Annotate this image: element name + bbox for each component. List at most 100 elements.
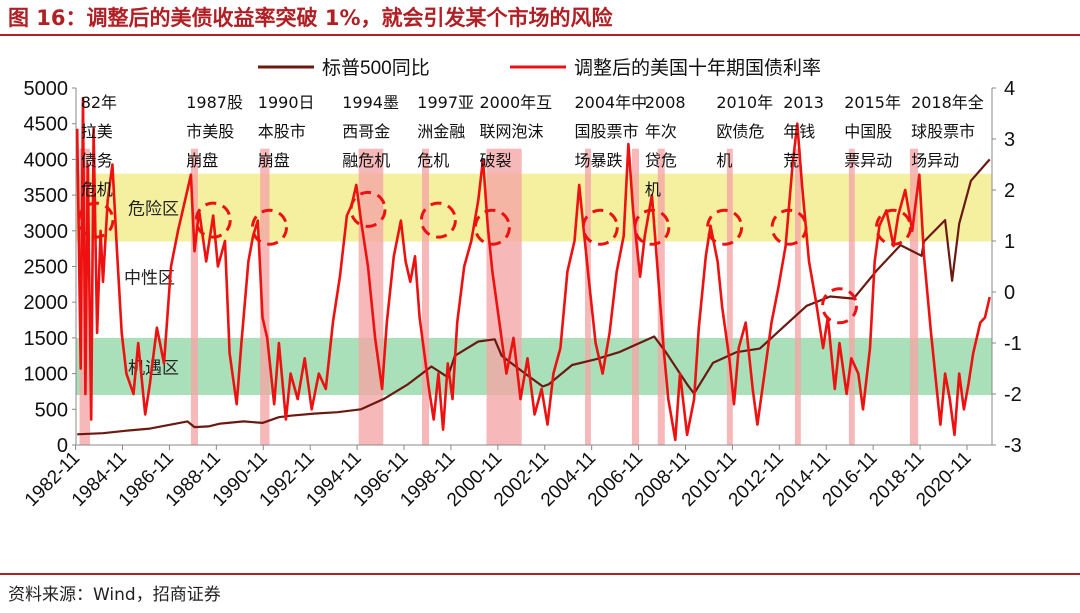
event-annotation: 1994墨西哥金融危机 <box>342 93 399 170</box>
annotation-line: 2015年 <box>844 93 901 112</box>
dashed-circle <box>251 208 289 246</box>
annotation-line: 破裂 <box>479 151 511 170</box>
right-tick-label: -2 <box>1004 384 1022 406</box>
dashed-circle <box>349 190 387 228</box>
right-tick-label: 4 <box>1004 78 1015 100</box>
dashed-circle <box>194 201 232 239</box>
annotation-line: 债务 <box>81 151 113 170</box>
annotation-line: 拉美 <box>81 122 113 141</box>
left-tick-label: 3500 <box>24 185 69 207</box>
annotation-line: 欧债危 <box>716 122 764 141</box>
annotation-line: 机 <box>645 180 661 199</box>
annotation-line: 中国股 <box>844 122 892 141</box>
dashed-circle <box>770 208 808 246</box>
annotation-line: 年钱 <box>783 122 815 141</box>
dashed-circle <box>706 208 744 246</box>
crisis-band <box>585 148 591 445</box>
source-note: 资料来源：Wind，招商证券 <box>8 585 221 605</box>
event-annotation: 2008 年次贷危机 <box>645 93 686 199</box>
annotation-line: 场暴跌 <box>574 151 622 170</box>
annotation-line: 荒 <box>783 151 799 170</box>
left-tick-label: 500 <box>35 399 68 421</box>
left-tick-label: 1000 <box>24 364 69 386</box>
series-layer <box>75 96 991 442</box>
annotation-line: 1994墨 <box>342 93 399 112</box>
annotation-line: 2013 <box>783 93 824 112</box>
left-tick-label: 3000 <box>24 221 69 243</box>
annotation-line: 2010年 <box>716 93 773 112</box>
legend: 标普500同比 调整后的美国十年期国债利率 <box>258 57 821 79</box>
crisis-band <box>726 148 733 445</box>
annotation-line: 联网泡沫 <box>479 122 543 141</box>
dashed-circle <box>633 208 671 246</box>
left-tick-label: 2500 <box>24 257 69 279</box>
event-annotation: 2013 年钱荒 <box>783 93 824 170</box>
dashed-circle <box>473 208 511 246</box>
legend-label: 标普500同比 <box>322 57 430 79</box>
figure-title: 图 16：调整后的美债收益率突破 1%，就会引发某个市场的风险 <box>8 6 613 30</box>
right-tick-label: -3 <box>1004 435 1022 457</box>
event-annotation: 2010年欧债危机 <box>716 93 773 170</box>
crisis-band <box>631 148 639 445</box>
crisis-band <box>421 148 430 445</box>
event-annotation: 1987股市美股崩盘 <box>186 93 243 170</box>
annotation-line: 82年 <box>81 93 117 112</box>
right-tick-label: 3 <box>1004 129 1015 151</box>
annotation-line: 国股票市 <box>574 122 638 141</box>
annotation-line: 危机 <box>81 180 113 199</box>
event-annotation: 2000年互联网泡沫破裂 <box>479 93 552 170</box>
annotation-line: 崩盘 <box>186 151 218 170</box>
annotation-line: 危机 <box>417 151 449 170</box>
annotation-line: 场异动 <box>911 151 959 170</box>
circle-layer <box>77 190 912 325</box>
annotation-line: 崩盘 <box>258 151 290 170</box>
crisis-band <box>794 148 801 445</box>
event-annotation: 1997亚洲金融危机 <box>417 93 474 170</box>
right-tick-label: 1 <box>1004 231 1015 253</box>
sp500-line <box>77 158 991 436</box>
dashed-circle <box>419 201 457 239</box>
crisis-band <box>657 148 665 445</box>
annotation-line: 2018年全 <box>911 93 984 112</box>
event-annotation: 82年拉美债务危机 <box>81 93 117 199</box>
annotation-line: 票异动 <box>844 151 892 170</box>
annotation-line: 2004年中 <box>574 93 647 112</box>
title-rule <box>0 34 1080 36</box>
crisis-band <box>190 148 198 445</box>
zone-label: 中性区 <box>124 269 175 288</box>
annotation-line: 贷危 <box>645 151 677 170</box>
event-annotation: 2018年全球股票市场异动 <box>911 93 984 170</box>
left-tick-label: 5000 <box>24 78 69 100</box>
event-annotation: 2004年中国股票市场暴跌 <box>574 93 647 170</box>
event-annotation: 1990日本股市崩盘 <box>258 93 315 170</box>
right-tick-label: -1 <box>1004 333 1022 355</box>
left-tick-label: 2000 <box>24 292 69 314</box>
annotation-line: 2000年互 <box>479 93 552 112</box>
annotation-layer: 82年拉美债务危机1987股市美股崩盘1990日本股市崩盘1994墨西哥金融危机… <box>81 93 984 199</box>
annotation-line: 西哥金 <box>342 122 390 141</box>
annotation-line: 洲金融 <box>417 122 465 141</box>
left-tick-label: 0 <box>57 435 68 457</box>
treasury-yield-line <box>75 96 991 442</box>
right-tick-label: 2 <box>1004 180 1015 202</box>
annotation-line: 年次 <box>645 122 677 141</box>
crisis-band <box>260 148 270 445</box>
left-tick-label: 4500 <box>24 114 69 136</box>
annotation-line: 市美股 <box>186 122 234 141</box>
annotation-line: 1997亚 <box>417 93 474 112</box>
crisis-band <box>848 148 855 445</box>
annotation-line: 本股市 <box>258 122 306 141</box>
crisis-band <box>486 148 522 445</box>
crisis-band <box>909 148 919 445</box>
left-tick-label: 4000 <box>24 149 69 171</box>
zone-label: 危险区 <box>128 200 179 219</box>
dashed-circle <box>77 201 115 239</box>
footer-rule <box>0 573 1080 575</box>
dashed-circle <box>581 208 619 246</box>
annotation-line: 融危机 <box>342 151 390 170</box>
annotation-line: 球股票市 <box>911 122 975 141</box>
event-annotation: 2015年中国股票异动 <box>844 93 901 170</box>
left-tick-label: 1500 <box>24 328 69 350</box>
dashed-circle <box>821 287 859 325</box>
